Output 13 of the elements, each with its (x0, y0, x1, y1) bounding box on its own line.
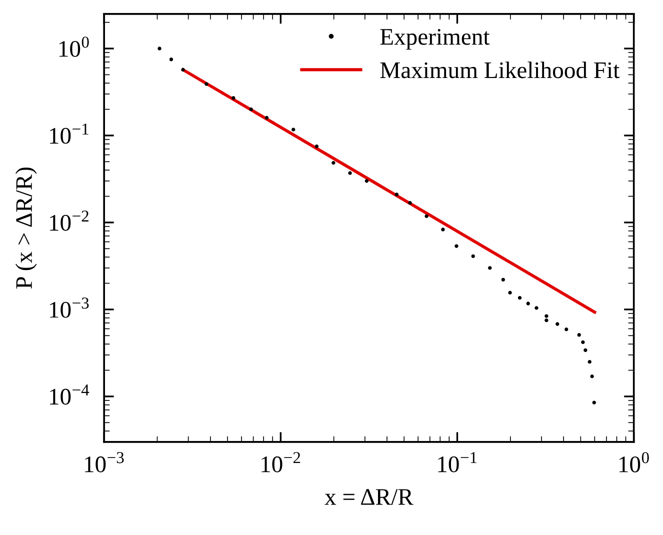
x-axis-title: x = ΔR/R (324, 489, 414, 505)
legend-label: Maximum Likelihood Fit (380, 62, 620, 78)
y-tick-label: 10$^{−1}$ (50, 124, 88, 144)
x-tick-label: 10$^{−3}$ (85, 452, 124, 472)
y-tick-label: 10$^{−3}$ (50, 298, 89, 318)
y-axis-title: P (x > ΔR/R) (15, 168, 37, 289)
x-tick-label: 10$^{−2}$ (262, 452, 300, 472)
x-tick-label: 10$^{−1}$ (438, 452, 477, 472)
legend-label: Experiment (380, 28, 490, 50)
y-tick-label: 10$^{−4}$ (50, 384, 90, 405)
y-tick-label: 10$^{0}$ (59, 36, 89, 57)
x-tick-label: 10$^{0}$ (619, 452, 649, 472)
y-tick-label: 10$^{−2}$ (50, 210, 88, 231)
